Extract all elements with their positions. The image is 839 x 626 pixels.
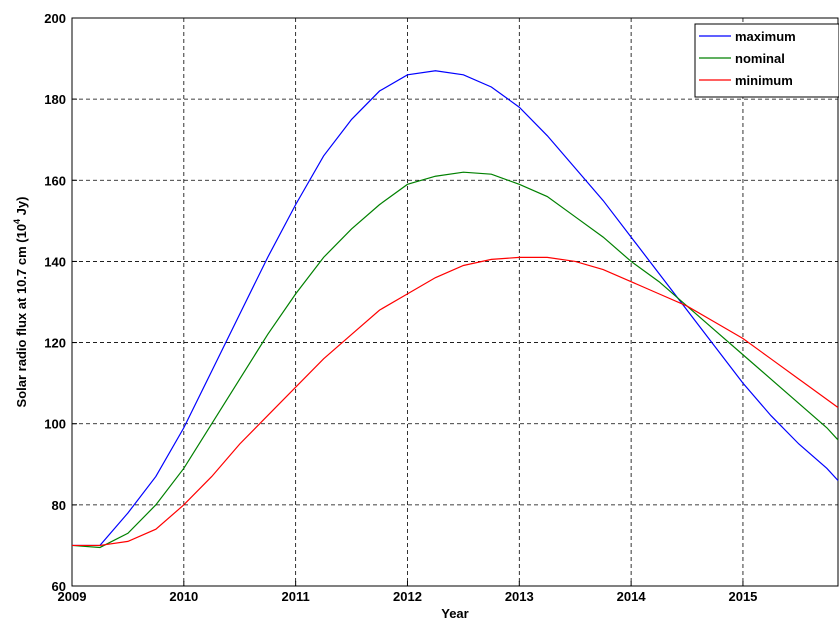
x-tick-label: 2014 [617,589,647,604]
y-axis-label-part: Jy) [14,197,29,219]
legend-label: minimum [735,73,793,88]
data-line [72,256,839,547]
y-tick-label: 200 [44,11,66,26]
y-tick-label: 100 [44,417,66,432]
legend-label: nominal [735,51,785,66]
x-tick-label: 2009 [58,589,87,604]
plot-frame [71,17,839,587]
legend: maximum nominal minimum [694,23,839,98]
y-tick-label: 180 [44,92,66,107]
x-tick-label: 2015 [728,589,757,604]
x-tick-label: 2010 [169,589,198,604]
x-tick-label: 2011 [282,589,310,604]
y-tick-label: 60 [52,579,66,594]
x-tick-label: 2012 [393,589,422,604]
y-axis-label-superscript: 4 [12,219,22,224]
y-tick-label: 140 [44,254,66,269]
y-axis-label: Solar radio flux at 10.7 cm (104 Jy) [12,197,29,408]
plot-area [72,18,838,586]
y-tick-label: 80 [52,498,66,513]
x-axis-label: Year [441,606,468,621]
x-tick-label: 2013 [505,589,534,604]
y-tick-label: 160 [44,173,66,188]
y-tick-label: 120 [44,336,66,351]
legend-label: maximum [735,29,796,44]
data-line [72,70,839,547]
y-axis-label-part: Solar radio flux at 10.7 cm (10 [14,224,29,408]
data-line [71,171,839,549]
